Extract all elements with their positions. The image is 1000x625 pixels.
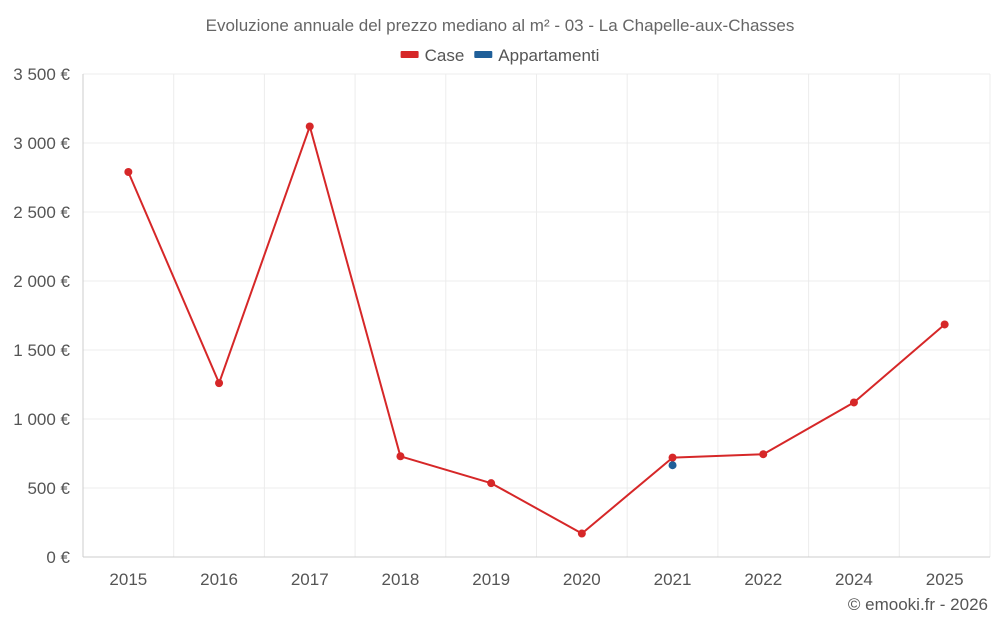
y-axis: 0 € 500 € 1 000 € 1 500 € 2 000 € 2 500 € 3 00… [13, 65, 84, 567]
legend-swatch [474, 51, 493, 58]
chart-title: Evoluzione annuale del prezzo mediano al… [206, 16, 795, 35]
data-point-case[interactable] [124, 167, 133, 176]
legend-swatch [400, 51, 419, 58]
data-point-case[interactable] [305, 122, 314, 131]
y-tick-label: 2 500 € [13, 203, 70, 222]
credit-label: © emooki.fr - 2026 [848, 595, 988, 614]
series-line-case [127, 125, 946, 535]
data-point-case[interactable] [849, 398, 858, 407]
x-tick-label: 2021 [654, 570, 692, 589]
legend-item-case[interactable]: Case [400, 46, 465, 65]
data-point-case[interactable] [759, 450, 768, 459]
y-tick-label: 1 000 € [13, 410, 70, 429]
data-point-appartamenti[interactable] [668, 461, 677, 470]
y-tick-label: 2 000 € [13, 272, 70, 291]
x-tick-label: 2022 [744, 570, 782, 589]
x-tick-label: 2018 [382, 570, 420, 589]
x-tick-label: 2025 [926, 570, 964, 589]
data-point-case[interactable] [487, 479, 496, 488]
x-tick-label: 2015 [109, 570, 147, 589]
data-point-case[interactable] [396, 452, 405, 461]
gridlines [82, 73, 991, 558]
y-tick-label: 3 500 € [13, 65, 70, 84]
x-tick-label: 2016 [200, 570, 238, 589]
y-tick-label: 0 € [46, 548, 70, 567]
series-group [124, 122, 949, 538]
x-tick-label: 2019 [472, 570, 510, 589]
legend-label: Appartamenti [498, 46, 599, 65]
y-tick-label: 500 € [27, 479, 70, 498]
legend-label: Case [425, 46, 465, 65]
data-point-case[interactable] [577, 529, 586, 538]
legend-item-appartamenti[interactable]: Appartamenti [474, 46, 599, 65]
data-point-case[interactable] [215, 379, 224, 388]
x-tick-label: 2017 [291, 570, 329, 589]
x-axis: 2015 2016 2017 2018 2019 2020 2021 2022 2024 2025 [83, 556, 990, 589]
x-tick-label: 2020 [563, 570, 601, 589]
y-tick-label: 1 500 € [13, 341, 70, 360]
y-tick-label: 3 000 € [13, 134, 70, 153]
legend: Case Appartamenti [400, 46, 599, 65]
x-tick-label: 2024 [835, 570, 873, 589]
data-point-case[interactable] [668, 453, 677, 462]
data-point-case[interactable] [940, 320, 949, 329]
